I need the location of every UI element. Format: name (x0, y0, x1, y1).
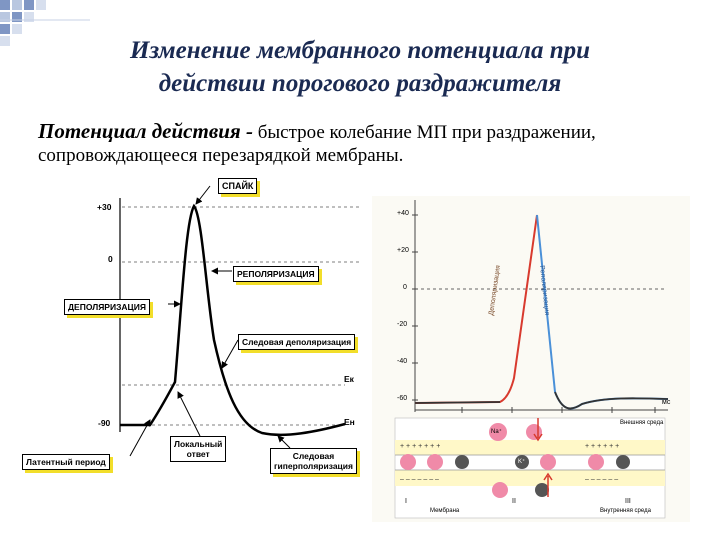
panel-label-inner: Внутренняя среда (600, 508, 651, 514)
corner-decoration (0, 0, 90, 46)
right-tick-plus40: +40 (397, 210, 409, 217)
svg-text:– – – – – –: – – – – – – (585, 476, 618, 483)
label-trace-hyperpolarization: Следовая гиперполяризация (270, 448, 357, 474)
label-depolarization: ДЕПОЛЯРИЗАЦИЯ (64, 299, 150, 315)
title-line-2: действии порогового раздражителя (158, 70, 562, 97)
svg-text:– – – – – – –: – – – – – – – (400, 476, 439, 483)
panel-label-outer: Внешняя среда (620, 420, 664, 426)
right-x-unit: мс (662, 399, 671, 406)
svg-text:+ + + + + + +: + + + + + + + (400, 443, 440, 450)
definition-body: быстрое колебание МП при раздражении, со… (38, 122, 596, 166)
left-tick-minus90: -90 (98, 418, 111, 428)
ion-label-na: Na⁺ (491, 429, 502, 435)
definition-term: Потенциал действия - (38, 119, 253, 143)
right-tick-plus20: +20 (397, 247, 409, 254)
left-action-potential-curve (120, 203, 346, 437)
page-title: Изменение мембранного потенциала при дей… (20, 34, 700, 100)
level-label-ek: Eк (344, 374, 354, 384)
definition-text: Потенциал действия - быстрое колебание М… (38, 120, 698, 167)
title-line-1: Изменение мембранного потенциала при (129, 37, 591, 64)
left-tick-plus30: +30 (97, 202, 112, 212)
panel-label-membrane: Мембрана (430, 508, 460, 514)
label-spike: СПАЙК (218, 178, 258, 194)
numeral-three: III (625, 498, 631, 505)
label-repolarization: РЕПОЛЯРИЗАЦИЯ (233, 266, 319, 282)
ion-label-k: K⁺ (518, 459, 526, 465)
left-tick-zero: 0 (108, 254, 113, 264)
label-latent-period: Латентный период (22, 454, 110, 470)
numeral-one: I (405, 498, 407, 505)
numeral-two: II (512, 498, 516, 505)
level-label-en: Eн (344, 417, 355, 427)
right-tick-minus60: -60 (397, 395, 408, 402)
right-tick-zero: 0 (403, 284, 407, 291)
right-tick-minus20: -20 (397, 321, 408, 328)
svg-text:+ + + + + +: + + + + + + (585, 443, 619, 450)
label-local-response: Локальный ответ (170, 436, 227, 462)
label-trace-depolarization: Следовая деполяризация (238, 334, 356, 350)
right-tick-minus40: -40 (397, 358, 408, 365)
